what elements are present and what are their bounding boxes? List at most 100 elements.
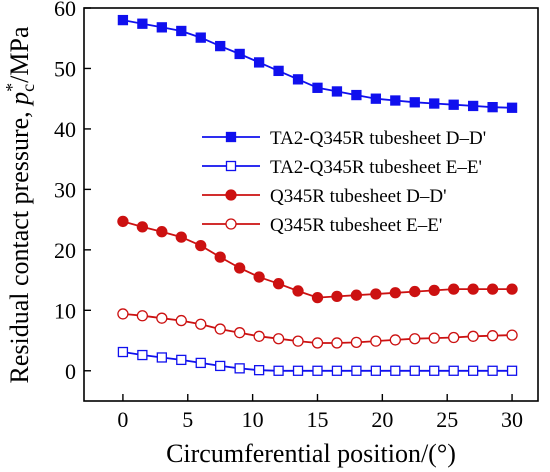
data-point [428,284,440,297]
data-point [234,262,246,274]
x-tick-label: 25 [436,407,458,432]
data-point [176,354,187,366]
legend-marker [225,131,237,143]
data-point [506,365,518,376]
x-tick-label: 20 [371,407,393,432]
data-point [311,337,324,349]
data-point [175,231,187,243]
legend-item: Q345R tubesheet E–E' [202,215,442,236]
data-point [253,57,265,68]
data-point [215,40,226,52]
data-point [195,32,206,43]
y-tick-label: 50 [54,56,76,81]
data-point [389,287,401,299]
data-point [253,365,265,376]
x-tick-label: 15 [306,407,328,432]
data-point [487,365,498,376]
data-point [292,285,304,297]
data-point [448,365,459,376]
data-point [292,74,304,85]
data-point [272,278,285,290]
data-point [273,65,284,77]
y-axis-title-suffix: /MPa [5,26,34,83]
data-point [136,221,149,233]
data-point [467,365,479,376]
data-point [331,337,343,349]
legend-marker [225,218,237,230]
data-point [351,365,362,376]
data-point [390,365,401,376]
data-point [234,48,245,60]
data-point [195,318,207,330]
series-3 [117,308,518,349]
data-point [467,283,479,295]
data-point [253,330,265,342]
data-point [156,226,168,238]
data-point [292,335,304,347]
data-point [487,102,498,113]
data-point [331,290,343,303]
x-tick-label: 0 [117,407,128,432]
y-axis-title: Residual contact pressure, pc*/MPa [2,26,38,383]
data-point [467,330,479,342]
y-tick-label: 0 [65,359,76,384]
plot-frame [83,7,539,402]
data-point [448,99,459,110]
data-point [429,365,440,376]
data-point [292,365,304,376]
data-point [234,363,245,374]
y-tick-label: 40 [54,117,76,142]
data-point [409,365,420,376]
data-point [273,365,284,376]
data-point [506,102,518,113]
legend-label: TA2-Q345R tubesheet D–D' [270,128,486,149]
data-point [137,18,148,29]
data-point [312,365,323,376]
data-point [331,86,343,97]
legend-marker [225,189,237,201]
series-1 [117,346,518,376]
data-point [117,14,129,26]
series-2 [117,215,518,304]
data-point [389,334,401,346]
data-point [195,357,206,369]
data-point [390,95,401,106]
y-tick-label: 10 [54,298,76,323]
data-point [312,82,323,93]
y-tick-label: 60 [54,0,76,21]
y-axis-title-var: p [5,92,34,107]
data-point [448,331,460,344]
data-point [409,333,421,345]
series-0 [117,14,518,113]
data-point [351,89,362,101]
data-point [428,332,440,344]
data-point [429,98,440,109]
y-axis-title-prefix: Residual contact pressure, [5,105,34,384]
data-point [136,310,149,322]
data-point [117,215,129,228]
data-point [195,239,207,252]
data-point [156,22,167,33]
data-point [214,251,226,263]
data-point [448,283,460,295]
data-point [214,323,226,335]
data-point [311,291,324,304]
data-point [137,349,148,361]
x-tick-label: 30 [501,407,523,432]
data-point [486,283,499,295]
data-point [176,25,187,37]
y-axis-title-sub: c [18,84,38,92]
data-point [215,360,226,372]
y-tick-label: 30 [54,177,76,202]
data-point [370,288,382,300]
legend-item: TA2-Q345R tubesheet D–D' [202,128,486,149]
data-point [486,330,499,342]
data-point [117,308,129,320]
x-tick-label: 10 [242,407,264,432]
data-point [370,365,382,376]
data-point [253,271,265,283]
data-point [175,314,187,327]
data-point [117,346,129,358]
data-point [350,289,363,301]
